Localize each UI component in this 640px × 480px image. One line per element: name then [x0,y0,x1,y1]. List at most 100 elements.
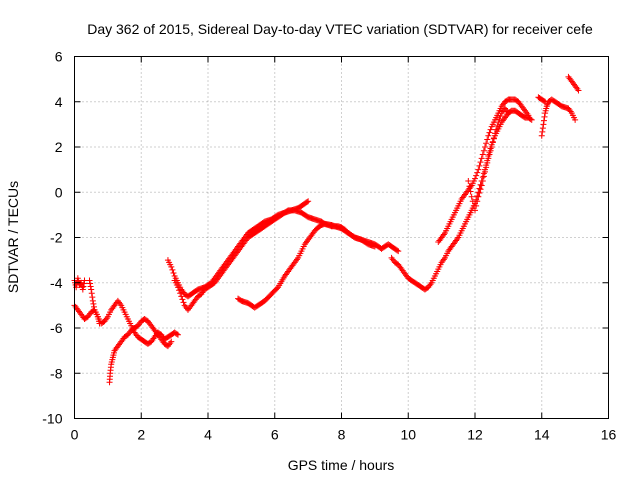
x-tick-label: 4 [204,427,212,443]
data-point [480,147,487,154]
data-point [468,193,475,200]
data-point [467,188,474,195]
data-point [81,277,88,284]
data-point [479,151,486,158]
series-l [565,73,582,94]
series-j [465,105,512,214]
y-tick-label: -6 [50,320,63,336]
y-axis-label: SDTVAR / TECUs [5,181,21,293]
data-point [486,151,493,158]
y-tick-label: 6 [55,49,63,65]
data-point [474,169,481,176]
data-point [89,294,96,301]
y-tick-label: 2 [55,139,63,155]
data-point [485,155,492,162]
data-point [176,287,183,294]
data-point [495,119,502,126]
data-point [174,331,181,338]
y-tick-label: -4 [50,275,63,291]
data-point [539,125,546,132]
data-point [484,159,491,166]
data-point [483,164,490,171]
data-point [472,207,478,214]
data-point [474,193,481,200]
data-point [80,280,87,287]
data-point [490,134,497,141]
data-point [168,338,175,345]
x-axis-label: GPS time / hours [288,457,395,473]
chart-title: Day 362 of 2015, Sidereal Day-to-day VTE… [87,21,593,37]
data-point [525,112,532,119]
data-point [496,116,503,123]
data-point [177,290,184,297]
data-point [541,113,548,120]
data-point [475,193,482,200]
data-point [180,299,187,306]
data-point [479,177,486,184]
data-point [371,243,378,250]
data-point [305,198,312,205]
data-point [492,130,499,137]
data-point [79,286,86,293]
data-point [273,285,280,292]
data-point [486,129,493,136]
y-tick-label: 0 [55,184,63,200]
data-point [476,190,483,197]
data-point [473,172,480,179]
series-c [86,277,103,327]
series-g [235,220,378,311]
x-tick-label: 14 [534,427,550,443]
x-tick-label: 0 [71,427,79,443]
y-tick-label: -2 [50,230,63,246]
data-point [90,303,97,310]
data-point [528,116,535,123]
x-tick-label: 12 [467,427,483,443]
data-point [86,277,93,284]
data-point [494,122,501,129]
data-point [96,320,103,327]
data-point [304,199,311,206]
x-tick-label: 10 [400,427,416,443]
data-point [572,116,579,123]
data-point [480,173,487,180]
data-point [489,139,496,146]
data-point [394,247,401,254]
x-tick-label: 6 [271,427,279,443]
data-point [477,159,484,166]
data-point [80,283,87,290]
series-m [535,94,549,105]
x-tick-label: 8 [338,427,346,443]
y-tick-label: 4 [55,94,63,110]
data-point [88,290,95,297]
data-point [88,286,95,293]
data-point [540,121,547,128]
data-point [540,117,547,124]
data-point [179,296,186,303]
data-point [487,126,494,133]
data-point [484,136,491,143]
data-point [542,98,549,105]
data-point [90,300,97,307]
data-point [478,182,485,189]
data-point [482,144,489,150]
data-point [170,269,177,276]
data-point [173,331,180,338]
grid [74,56,609,419]
data-point [538,132,545,139]
y-tick-label: -8 [50,365,63,381]
data-point [87,280,94,287]
data-point [474,198,481,205]
data-point [540,97,547,104]
data-point [539,128,546,135]
data-points [71,73,582,386]
data-point [487,147,494,154]
data-point [527,116,534,123]
data-point [478,155,485,162]
data-point [488,144,495,150]
data-point [493,126,500,133]
x-tick-label: 16 [601,427,617,443]
data-point [89,297,96,304]
data-point [465,177,472,184]
